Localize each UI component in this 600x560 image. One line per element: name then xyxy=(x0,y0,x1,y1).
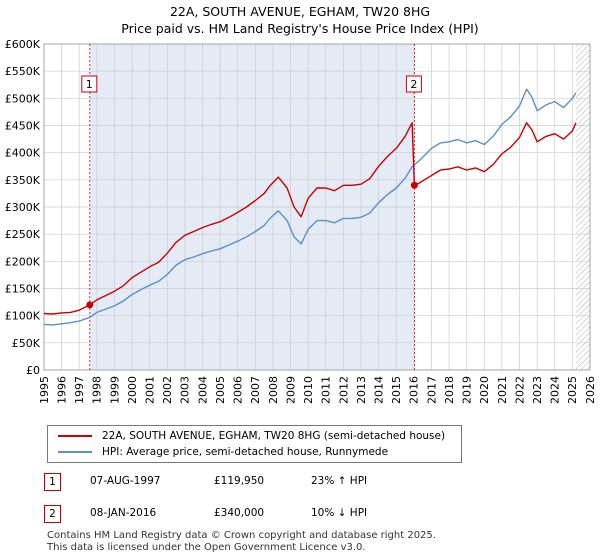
transaction-hpi-2: 10% ↓ HPI xyxy=(311,507,368,519)
x-tick-label-2008: 2008 xyxy=(267,376,280,404)
y-tick-label-4: £200K xyxy=(5,255,41,268)
chart-title: 22A, SOUTH AVENUE, EGHAM, TW20 8HG xyxy=(169,4,431,19)
y-tick-label-9: £450K xyxy=(5,120,41,133)
price-chart: £0 £50K £100K £150K £200K £250K £300K £350K £400… xyxy=(5,38,597,404)
transaction-row-2: 2 08-JAN-2016 £340,000 10% ↓ HPI xyxy=(44,505,564,525)
legend-label-property: 22A, SOUTH AVENUE, EGHAM, TW20 8HG (semi… xyxy=(102,430,446,442)
sale-point-2 xyxy=(410,181,418,189)
legend-entry-property: 22A, SOUTH AVENUE, EGHAM, TW20 8HG (semi… xyxy=(58,429,445,443)
x-tick-label-2007: 2007 xyxy=(249,376,262,404)
legend-entry-hpi: HPI: Average price, semi-detached house,… xyxy=(58,445,388,459)
x-tick-label-1998: 1998 xyxy=(91,376,104,404)
x-tick-label-2009: 2009 xyxy=(284,376,297,404)
y-tick-label-3: £150K xyxy=(5,283,41,296)
transaction-price-2: £340,000 xyxy=(214,507,265,519)
y-tick-label-12: £600K xyxy=(5,38,41,51)
y-tick-label-6: £300K xyxy=(5,201,41,214)
sale-marker-label-2: 2 xyxy=(410,78,417,91)
transaction-row-1: 1 07-AUG-1997 £119,950 23% ↑ HPI xyxy=(44,473,564,493)
footer-attribution: Contains HM Land Registry data © Crown c… xyxy=(47,530,436,553)
y-tick-label-7: £350K xyxy=(5,174,41,187)
chart-subtitle: Price paid vs. HM Land Registry's House … xyxy=(121,21,479,36)
y-tick-label-0: £0 xyxy=(26,364,40,377)
x-tick-label-2021: 2021 xyxy=(496,376,509,404)
transaction-hpi-1: 23% ↑ HPI xyxy=(311,475,368,487)
x-tick-label-2006: 2006 xyxy=(232,376,245,404)
x-tick-label-2005: 2005 xyxy=(214,376,227,404)
x-tick-label-2018: 2018 xyxy=(443,376,456,404)
sale-point-1 xyxy=(86,301,94,309)
chart-legend: 22A, SOUTH AVENUE, EGHAM, TW20 8HG (semi… xyxy=(47,425,462,463)
sale-marker-box-1 xyxy=(81,75,98,93)
footer-licence: This data is licensed under the Open Gov… xyxy=(47,541,366,553)
y-tick-label-11: £550K xyxy=(5,65,41,78)
x-tick-label-2013: 2013 xyxy=(355,376,368,404)
x-tick-label-1997: 1997 xyxy=(73,376,86,404)
y-tick-label-8: £400K xyxy=(5,147,41,160)
sale-marker-box-2 xyxy=(405,75,422,93)
sale-marker-label-1: 1 xyxy=(86,78,93,91)
x-tick-label-2020: 2020 xyxy=(478,376,491,404)
x-tick-label-2016: 2016 xyxy=(408,376,421,404)
y-tick-label-2: £100K xyxy=(5,310,41,323)
transaction-date-1: 07-AUG-1997 xyxy=(90,475,161,487)
x-tick-label-2012: 2012 xyxy=(337,376,350,404)
x-tick-label-2025: 2025 xyxy=(566,376,579,404)
transaction-marker-1: 1 xyxy=(44,473,61,491)
transaction-price-1: £119,950 xyxy=(214,475,265,487)
x-tick-label-2023: 2023 xyxy=(531,376,544,404)
series-line-property xyxy=(43,122,577,315)
legend-swatch-hpi xyxy=(58,451,92,453)
x-tick-label-2024: 2024 xyxy=(549,376,562,404)
x-tick-label-2000: 2000 xyxy=(126,376,139,404)
x-tick-label-1995: 1995 xyxy=(38,376,51,404)
x-tick-label-2010: 2010 xyxy=(302,376,315,404)
x-tick-label-2014: 2014 xyxy=(372,376,385,404)
x-tick-label-1999: 1999 xyxy=(108,376,121,404)
footer-copyright: Contains HM Land Registry data © Crown c… xyxy=(47,530,436,541)
series-line-hpi xyxy=(43,88,577,326)
legend-label-hpi: HPI: Average price, semi-detached house,… xyxy=(102,446,389,458)
x-tick-label-2002: 2002 xyxy=(161,376,174,404)
x-tick-label-2019: 2019 xyxy=(461,376,474,404)
x-tick-label-2015: 2015 xyxy=(390,376,403,404)
plot-border xyxy=(43,43,591,371)
x-tick-label-2004: 2004 xyxy=(196,376,209,404)
transaction-marker-2: 2 xyxy=(44,505,61,523)
x-tick-label-2003: 2003 xyxy=(179,376,192,404)
x-tick-label-2011: 2011 xyxy=(320,376,333,404)
x-tick-label-2022: 2022 xyxy=(513,376,526,404)
x-tick-label-1996: 1996 xyxy=(55,376,68,404)
y-tick-label-5: £250K xyxy=(5,228,41,241)
x-tick-label-2026: 2026 xyxy=(584,376,597,404)
y-tick-label-1: £50K xyxy=(12,337,41,350)
y-tick-label-10: £500K xyxy=(5,92,41,105)
x-tick-label-2017: 2017 xyxy=(425,376,438,404)
x-tick-label-2001: 2001 xyxy=(144,376,157,404)
transaction-date-2: 08-JAN-2016 xyxy=(90,507,157,519)
legend-swatch-property xyxy=(58,435,92,437)
